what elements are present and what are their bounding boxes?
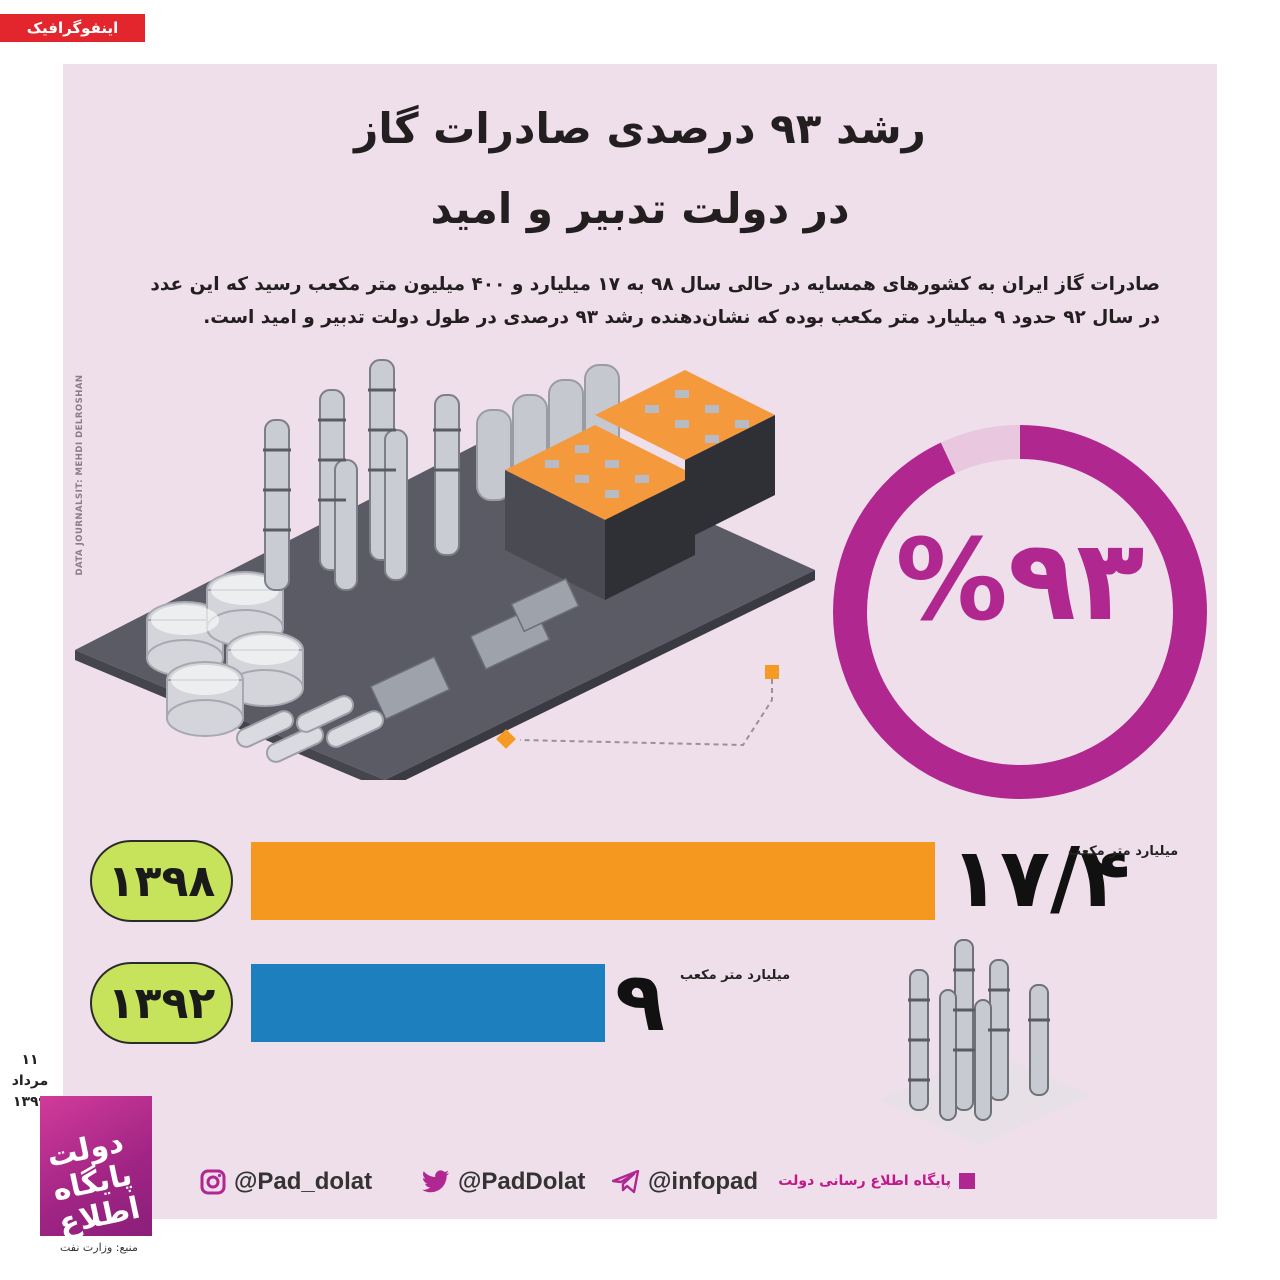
intro-paragraph: صادرات گاز ایران به کشورهای همسایه در حا… — [130, 268, 1160, 334]
instagram-icon — [200, 1169, 226, 1195]
telegram-icon — [612, 1170, 640, 1194]
instagram-handle[interactable]: @Pad_dolat — [200, 1168, 372, 1196]
telegram-handle[interactable]: @infopad — [612, 1168, 758, 1196]
twitter-icon — [422, 1170, 449, 1193]
publish-date: ۱۱ مرداد ۱۳۹۹ — [10, 1050, 50, 1113]
brand-label: پایگاه اطلاع رسانی دولت — [778, 1173, 975, 1189]
category-tag: اینفوگرافیک — [0, 14, 145, 42]
bar-1392-unit: میلیارد متر مکعب — [680, 968, 791, 983]
growth-percent-label: %۹۳ — [895, 516, 1145, 646]
bar-1392 — [251, 964, 605, 1042]
refinery-illustration — [75, 359, 815, 780]
year-label-1392: ۱۳۹۲ — [90, 962, 233, 1044]
intro-line-2: در سال ۹۲ حدود ۹ میلیارد متر مکعب بوده ک… — [203, 307, 1160, 328]
dolat-logo: دولت پایگاه اطلاع رسانی — [40, 1096, 152, 1236]
year-label-1398: ۱۳۹۸ — [90, 840, 233, 922]
twitter-handle[interactable]: @PadDolat — [422, 1168, 585, 1196]
growth-ring — [833, 425, 1207, 799]
towers-illustration — [880, 939, 1090, 1145]
date-year: ۱۳۹۹ — [12, 1094, 48, 1110]
page-title-line2: در دولت تدبیر و امید — [430, 184, 850, 233]
date-day: ۱۱ — [21, 1052, 39, 1068]
bar-1392-value: ۹ — [615, 955, 666, 1050]
intro-line-1: صادرات گاز ایران به کشورهای همسایه در حا… — [150, 274, 1160, 295]
bar-1398-value: ۱۷/۴ — [950, 831, 1131, 926]
bar-1398-unit: میلیارد متر مکعب — [1068, 844, 1179, 859]
growth-ring-progress — [833, 425, 1207, 799]
date-month: مرداد — [11, 1073, 49, 1089]
bar-1398 — [251, 842, 935, 920]
page-title-line1: رشد ۹۳ درصدی صادرات گاز — [354, 104, 926, 153]
source-note: منبع: وزارت نفت — [60, 1241, 138, 1254]
brand-square-icon — [959, 1173, 975, 1189]
